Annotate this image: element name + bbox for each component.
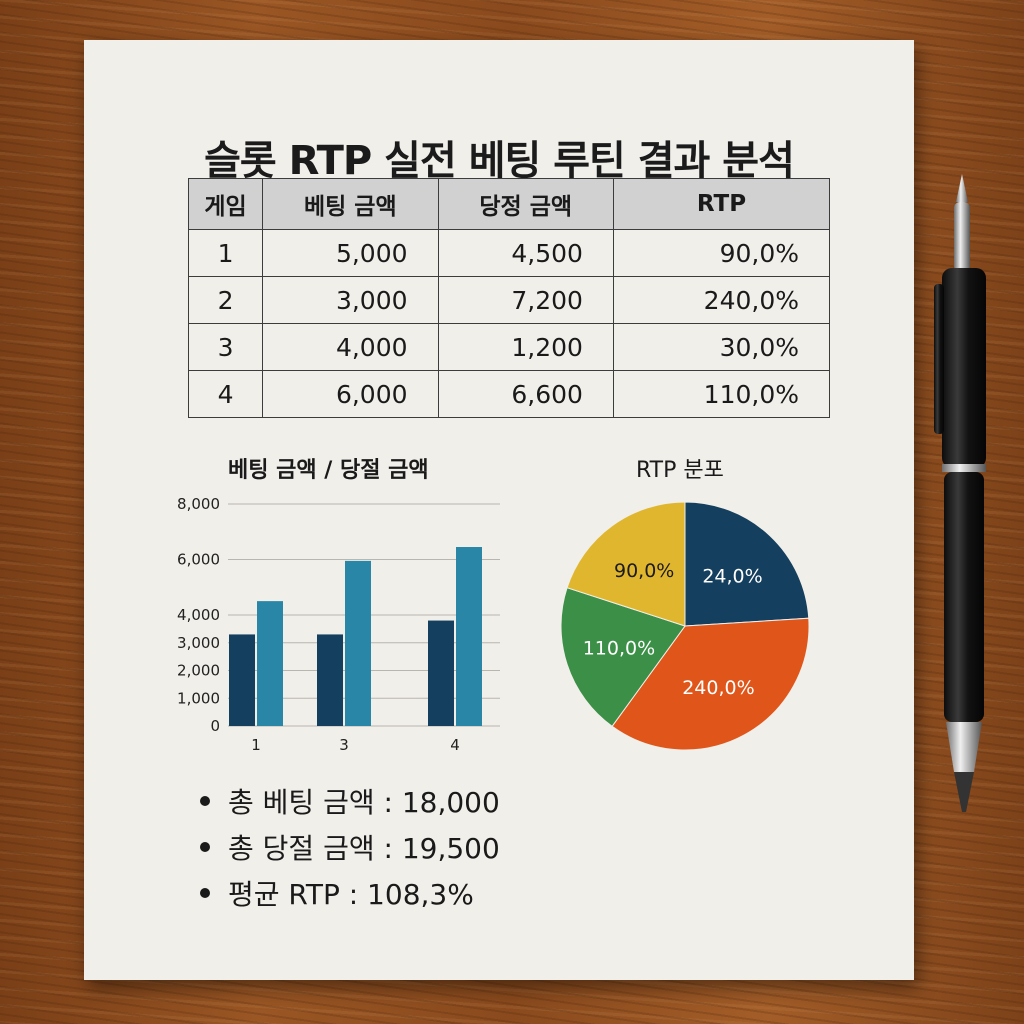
pie-slice (684, 501, 810, 627)
cell-rtp: 30,0% (612, 323, 831, 371)
table-header-row: 게임 베팅 금액 당정 금액 RTP (187, 178, 831, 230)
table-row: 3 4,000 1,200 30,0% (187, 323, 831, 371)
bullet-icon (200, 888, 210, 898)
header-win-amount: 당정 금액 (437, 178, 614, 230)
summary-total-bet: 총 베팅 금액 : 18,000 (200, 780, 500, 826)
cell-rtp: 110,0% (612, 370, 831, 418)
y-tick-label: 1,000 (177, 689, 220, 707)
cell-game: 2 (187, 276, 264, 324)
y-tick-label: 4,000 (177, 606, 220, 624)
bar-chart: 0 1,000 2,000 3,000 4,000 6,000 8,000 1 3 4 (177, 495, 500, 754)
cell-win: 7,200 (437, 276, 614, 324)
pie-slice (611, 617, 810, 751)
header-bet-amount: 베팅 금액 (262, 178, 439, 230)
bar (456, 547, 482, 726)
table-row: 4 6,000 6,600 110,0% (187, 370, 831, 418)
summary-list: 총 베팅 금액 : 18,000 총 당절 금액 : 19,500 평균 RTP… (200, 780, 500, 918)
pie-slice-label: 90,0% (614, 560, 674, 582)
cell-rtp: 240,0% (612, 276, 831, 324)
table-row: 1 5,000 4,500 90,0% (187, 229, 831, 277)
cell-bet: 4,000 (262, 323, 439, 371)
cell-win: 4,500 (437, 229, 614, 277)
pie-chart: 24,0% 240,0% 110,0% 90,0% (560, 501, 810, 751)
bullet-icon (200, 796, 210, 806)
header-game: 게임 (187, 178, 264, 230)
page-title: 슬롯 RTP 실전 베팅 루틴 결과 분석 (204, 138, 795, 184)
bar-chart-title: 베팅 금액 / 당절 금액 (228, 458, 429, 483)
bar (257, 601, 283, 726)
pie-chart-title: RTP 분포 (636, 458, 724, 483)
pie-slice (560, 587, 686, 728)
y-tick-label: 3,000 (177, 634, 220, 652)
pie-slice-label: 110,0% (583, 637, 655, 659)
y-tick-label: 0 (210, 717, 220, 735)
cell-bet: 6,000 (262, 370, 439, 418)
cell-bet: 5,000 (262, 229, 439, 277)
bar (229, 634, 255, 726)
x-tick-label: 3 (339, 736, 349, 754)
y-tick-label: 2,000 (177, 662, 220, 680)
cell-game: 4 (187, 370, 264, 418)
rtp-table: 게임 베팅 금액 당정 금액 RTP 1 5,000 4,500 90,0% 2… (187, 178, 831, 418)
y-tick-label: 6,000 (177, 551, 220, 569)
pie-slice-label: 24,0% (702, 565, 762, 587)
header-rtp: RTP (612, 178, 831, 230)
y-tick-label: 8,000 (177, 495, 220, 513)
x-tick-label: 1 (251, 736, 261, 754)
table-row: 2 3,000 7,200 240,0% (187, 276, 831, 324)
pie-slice (566, 501, 686, 627)
bullet-icon (200, 842, 210, 852)
x-tick-label: 4 (450, 736, 460, 754)
bar (317, 634, 343, 726)
cell-rtp: 90,0% (612, 229, 831, 277)
pen-icon (934, 174, 986, 812)
cell-bet: 3,000 (262, 276, 439, 324)
cell-game: 1 (187, 229, 264, 277)
cell-win: 6,600 (437, 370, 614, 418)
cell-win: 1,200 (437, 323, 614, 371)
cell-game: 3 (187, 323, 264, 371)
paper-sheet: 슬롯 RTP 실전 베팅 루틴 결과 분석 게임 베팅 금액 당정 금액 RTP… (84, 40, 914, 980)
summary-average-rtp: 평균 RTP : 108,3% (200, 872, 500, 918)
bar (428, 620, 454, 726)
pie-slice-label: 240,0% (682, 677, 754, 699)
summary-total-win: 총 당절 금액 : 19,500 (200, 826, 500, 872)
bar (345, 560, 371, 726)
